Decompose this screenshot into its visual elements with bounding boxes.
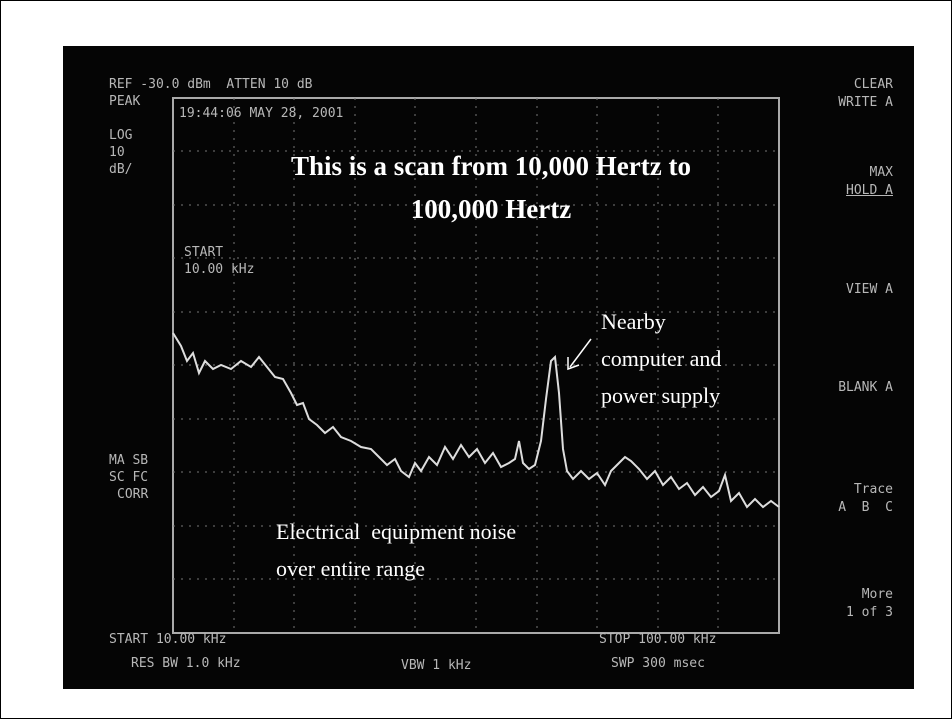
peak-note: Nearby [601, 303, 666, 340]
start-marker: START [184, 244, 223, 261]
footer-text: START 10.00 kHz [109, 631, 226, 648]
noise-note: Electrical equipment noise [276, 513, 516, 550]
scale-text: 10 [109, 144, 125, 161]
softkey-label: MAX [870, 164, 893, 181]
trace-display [1, 1, 951, 718]
softkey-label: A B C [838, 499, 893, 516]
start-marker: 10.00 kHz [184, 261, 254, 278]
status-text: SC FC [109, 469, 148, 486]
status-text: MA SB [109, 452, 148, 469]
timestamp: 19:44:06 MAY 28, 2001 [179, 105, 343, 122]
softkey-label: HOLD A [846, 182, 893, 199]
softkey-label: More [862, 586, 893, 603]
softkey-label: VIEW A [846, 281, 893, 298]
arrow-line [570, 339, 591, 367]
noise-note: over entire range [276, 550, 425, 587]
slide: REF -30.0 dBm ATTEN 10 dB PEAK 19:44:06 … [0, 0, 952, 719]
scale-text: dB/ [109, 161, 132, 178]
overlay-title: This is a scan from 10,000 Hertz to [181, 145, 801, 188]
softkey-label: 1 of 3 [846, 604, 893, 621]
status-text: CORR [117, 486, 148, 503]
softkey-label: CLEAR [854, 76, 893, 93]
softkey-label: BLANK A [838, 379, 893, 396]
header-text: REF -30.0 dBm ATTEN 10 dB [109, 76, 313, 93]
footer-text: VBW 1 kHz [401, 657, 471, 674]
softkey-label: Trace [854, 481, 893, 498]
softkey-label: WRITE A [838, 94, 893, 111]
peak-note: power supply [601, 377, 720, 414]
detector-text: PEAK [109, 93, 140, 110]
footer-text: STOP 100.00 kHz [599, 631, 716, 648]
footer-text: RES BW 1.0 kHz [131, 655, 241, 672]
overlay-title: 100,000 Hertz [181, 188, 801, 231]
peak-note: computer and [601, 340, 721, 377]
scale-text: LOG [109, 127, 132, 144]
footer-text: SWP 300 msec [611, 655, 705, 672]
